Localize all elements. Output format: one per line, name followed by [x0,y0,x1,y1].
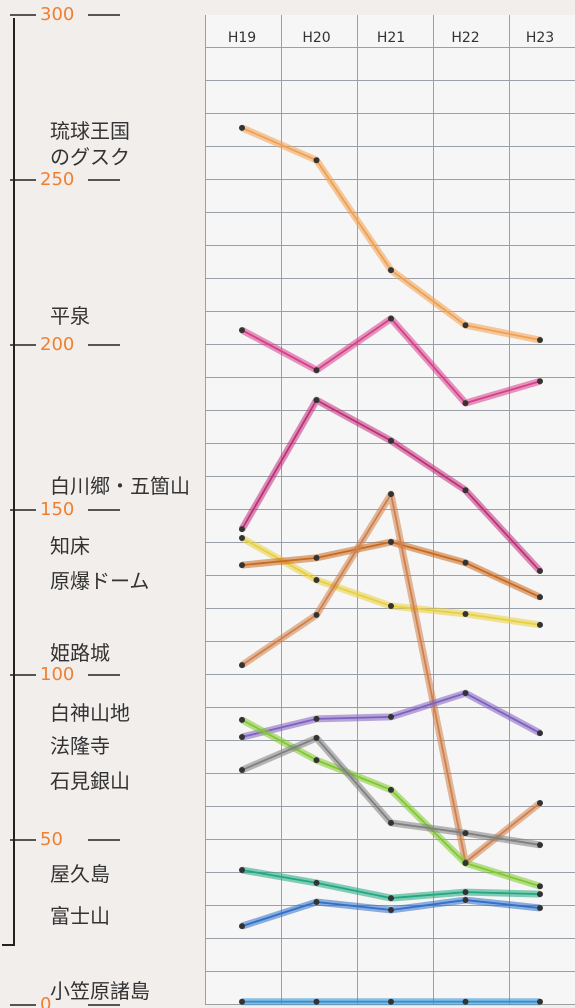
series-highlight [240,490,543,866]
data-point [388,895,394,902]
data-point [537,337,543,344]
series-label: 法隆寺 [50,734,110,758]
y-tick-label: 0 [40,994,51,1008]
series-line [241,493,541,864]
x-tick-label: H21 [377,30,405,46]
y-tick-label: 250 [40,169,74,190]
data-point [388,437,394,444]
data-point [239,998,245,1005]
series-label: 小笠原諸島 [50,979,150,1003]
y-tick-label: 100 [40,664,74,685]
data-point [388,315,394,322]
series-label: 屋久島 [50,862,110,886]
series-label: 平泉 [50,304,90,328]
series-label: 知床 [50,534,90,558]
data-point [313,899,320,906]
data-point [239,923,245,930]
data-point [388,998,394,1005]
series-highlight [241,538,542,601]
data-point [239,662,245,669]
data-point [388,267,394,274]
bracket [2,18,15,946]
data-point [462,559,469,566]
data-point [537,378,543,385]
data-point [239,562,245,569]
data-point [239,867,245,874]
series-label: 姫路城 [50,641,110,665]
series-line [241,127,541,341]
data-point [313,735,320,742]
series-line [241,537,541,626]
data-point [388,906,394,913]
data-point [388,713,394,720]
data-point [537,621,543,628]
y-tick-label: 50 [40,829,63,850]
data-point [313,397,320,404]
data-point [239,767,245,774]
y-tick-label: 200 [40,334,74,355]
series-label: 白川郷・五箇山 [50,474,190,498]
data-point [537,568,543,575]
data-point [239,526,245,533]
y-tick-label: 150 [40,499,74,520]
data-point [313,576,320,583]
series-line [241,719,541,888]
plot-paper [205,15,575,1005]
data-point [388,819,394,826]
data-point [537,594,543,601]
data-point [537,904,543,911]
data-point [462,322,469,329]
data-point [239,124,245,131]
data-point [239,327,245,334]
series-label: 白神山地 [50,701,130,725]
data-point [388,539,394,546]
series-label: 原爆ドーム [50,569,150,593]
data-point [462,998,469,1005]
data-point [313,998,320,1005]
data-point [462,830,469,837]
x-tick-label: H20 [302,30,330,46]
data-point [462,889,469,896]
data-point [313,715,320,722]
series-label: 石見銀山 [50,769,130,793]
data-point [313,157,320,164]
data-point [239,535,245,542]
data-point [462,610,469,617]
data-point [462,690,469,697]
data-point [537,841,543,848]
series-label: 富士山 [50,904,110,928]
x-tick-label: H19 [228,30,256,46]
data-point [313,879,320,886]
data-point [462,487,469,494]
series-line [241,541,541,598]
data-point [313,611,320,618]
data-point [537,730,543,737]
data-point [388,491,394,498]
series-highlight [240,534,541,629]
series-label: 琉球王国のグスク [50,119,130,169]
data-point [462,860,469,867]
data-point [239,716,245,723]
data-point [537,800,543,807]
series-highlight [240,124,541,344]
y-tick-label: 300 [40,4,74,25]
data-point [388,786,394,793]
data-point [462,400,469,407]
data-point [462,897,469,904]
data-point [313,757,320,764]
x-tick-label: H23 [526,30,554,46]
data-point [388,603,394,610]
data-point [313,554,320,561]
data-point [313,367,320,374]
data-point [239,734,245,741]
data-point [537,998,543,1005]
data-point [537,891,543,898]
x-tick-label: H22 [451,30,479,46]
data-point [537,883,543,890]
